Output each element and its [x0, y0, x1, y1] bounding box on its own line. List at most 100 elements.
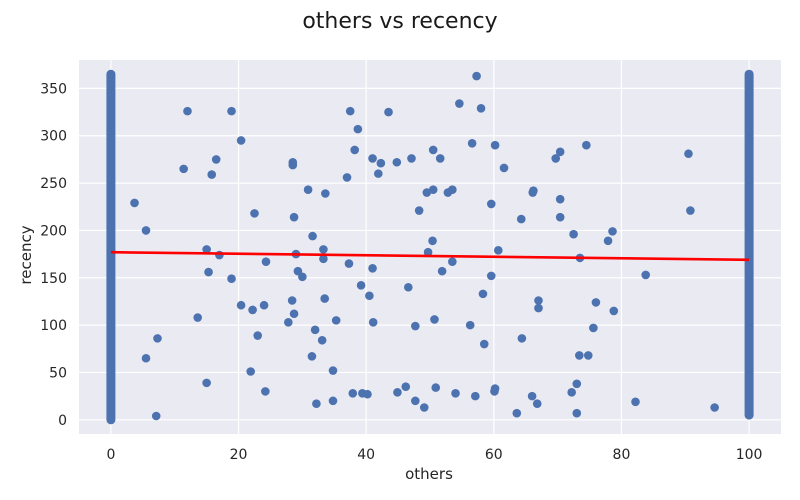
- scatter-point: [710, 403, 719, 412]
- scatter-point: [428, 236, 437, 246]
- scatter-point: [261, 387, 270, 396]
- scatter-point: [319, 245, 328, 254]
- scatter-point: [312, 399, 321, 409]
- x-axis-label: others: [405, 465, 453, 483]
- scatter-point: [423, 247, 433, 257]
- scatter-point: [490, 384, 500, 393]
- y-tick-label: 50: [49, 365, 67, 381]
- scatter-point: [582, 140, 591, 150]
- scatter-point: [467, 139, 477, 148]
- scatter-point: [368, 154, 377, 163]
- scatter-point: [401, 382, 411, 391]
- scatter-point: [374, 169, 383, 178]
- scatter-point: [641, 270, 651, 280]
- scatter-point: [328, 366, 338, 375]
- scatter-point: [486, 271, 496, 281]
- scatter-point: [344, 259, 354, 268]
- scatter-point: [227, 274, 236, 284]
- y-axis-label: recency: [17, 225, 35, 284]
- scatter-point: [631, 397, 640, 407]
- scatter-point: [204, 267, 213, 277]
- scatter-point: [202, 245, 211, 254]
- scatter-point: [207, 170, 217, 179]
- scatter-point: [419, 403, 429, 412]
- scatter-point: [392, 157, 402, 167]
- scatter-point: [478, 289, 488, 299]
- scatter-point: [572, 408, 582, 418]
- scatter-point: [448, 185, 457, 195]
- scatter-point: [609, 306, 619, 316]
- scatter-point: [512, 408, 522, 418]
- scatter-point: [534, 303, 543, 313]
- scatter-point: [471, 391, 480, 401]
- scatter-point: [342, 173, 352, 182]
- scatter-point: [465, 320, 475, 330]
- scatter-point: [451, 388, 460, 398]
- scatter-point: [248, 305, 257, 315]
- scatter-point: [516, 214, 526, 224]
- scatter-points: [130, 71, 719, 421]
- scatter-point: [499, 163, 509, 173]
- scatter-point: [407, 154, 416, 163]
- y-tick-label: 300: [40, 129, 67, 145]
- y-tick-label: 250: [40, 176, 67, 192]
- scatter-point: [575, 351, 584, 360]
- scatter-point: [411, 396, 420, 406]
- scatter-point: [303, 185, 313, 195]
- scatter-point: [686, 206, 695, 215]
- scatter-point: [589, 323, 598, 333]
- scatter-point: [215, 250, 224, 260]
- scatter-point: [321, 189, 330, 198]
- scatter-point: [393, 388, 402, 397]
- scatter-point: [298, 272, 307, 282]
- x-tick-label: 80: [613, 447, 631, 463]
- scatter-point: [236, 300, 246, 310]
- scatter-point: [320, 294, 330, 303]
- x-tick-label: 20: [230, 447, 248, 463]
- scatter-point: [261, 257, 271, 266]
- scatter-point: [567, 388, 576, 397]
- scatter-point: [431, 383, 441, 392]
- scatter-point: [472, 71, 481, 81]
- scatter-point: [365, 291, 374, 301]
- scatter-point: [259, 300, 269, 310]
- scatter-point: [411, 321, 420, 331]
- scatter-point: [591, 298, 601, 307]
- scatter-point: [376, 158, 386, 168]
- x-tick-label: 0: [106, 447, 115, 463]
- scatter-point: [289, 309, 299, 319]
- scatter-point: [430, 315, 439, 324]
- scatter-point: [583, 351, 593, 360]
- scatter-point: [428, 185, 438, 195]
- scatter-point: [435, 154, 445, 163]
- scatter-point: [183, 106, 192, 116]
- scatter-point: [603, 236, 613, 246]
- scatter-point: [455, 99, 464, 108]
- scatter-point: [253, 331, 262, 340]
- x-tick-label: 100: [736, 447, 763, 463]
- scatter-point: [684, 149, 693, 159]
- scatter-point: [527, 391, 537, 401]
- scatter-point: [310, 325, 320, 335]
- scatter-point: [350, 145, 359, 155]
- scatter-point: [437, 266, 447, 276]
- scatter-point: [555, 212, 565, 222]
- y-tick-label: 150: [40, 271, 67, 287]
- scatter-point: [284, 317, 293, 327]
- scatter-point: [236, 136, 246, 145]
- scatter-point: [368, 264, 377, 273]
- scatter-point: [130, 198, 139, 208]
- scatter-point: [319, 254, 328, 264]
- scatter-point: [404, 282, 413, 292]
- scatter-point: [608, 227, 617, 236]
- scatter-point: [141, 353, 151, 363]
- scatter-point: [289, 212, 299, 222]
- scatter-point: [569, 229, 578, 239]
- scatter-point: [345, 106, 355, 116]
- scatter-point: [551, 154, 561, 163]
- scatter-point: [363, 389, 372, 399]
- scatter-point: [307, 352, 317, 361]
- scatter-point: [529, 186, 538, 195]
- scatter-point: [517, 334, 527, 343]
